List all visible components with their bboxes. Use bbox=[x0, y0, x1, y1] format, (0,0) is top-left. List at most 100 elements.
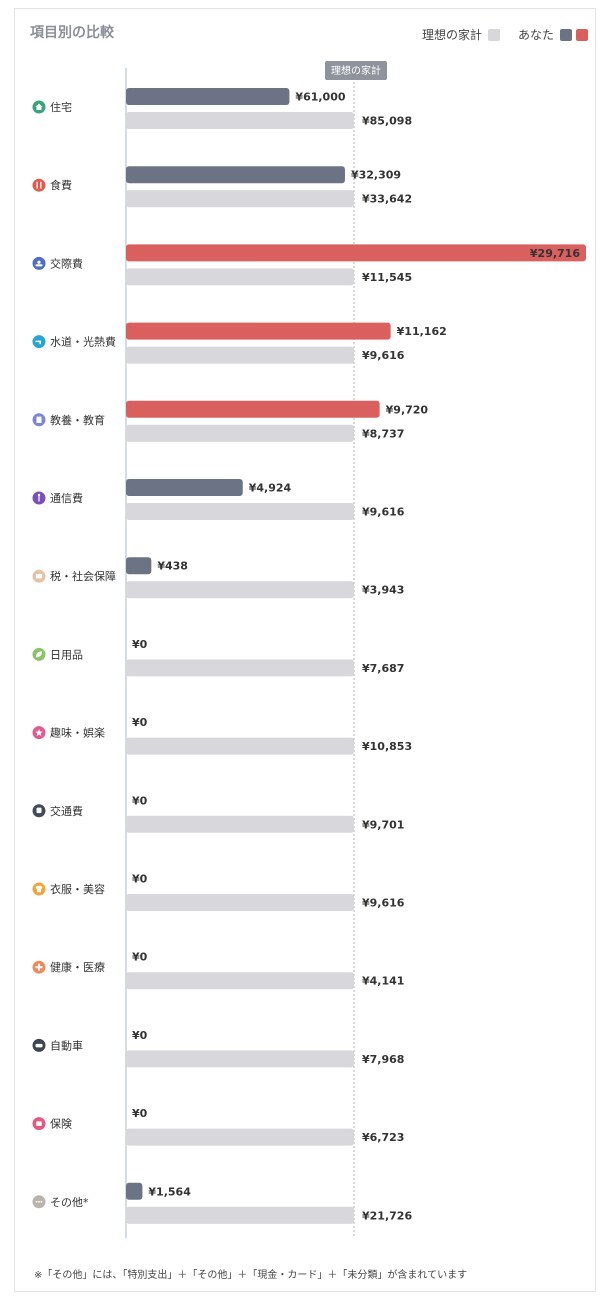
your-value-label: ¥0 bbox=[132, 1029, 148, 1042]
your-value-label: ¥32,309 bbox=[351, 169, 401, 182]
ideal-value-label: ¥4,141 bbox=[362, 975, 404, 988]
your-bar bbox=[126, 557, 152, 575]
ideal-value-label: ¥9,616 bbox=[362, 897, 405, 910]
ideal-value-label: ¥7,968 bbox=[362, 1053, 404, 1066]
footnote: ※「その他」には、「特別支出」＋「その他」＋「現金・カード」＋「未分類」が含まれ… bbox=[34, 1270, 468, 1281]
dots-icon-glyph bbox=[35, 1200, 38, 1203]
shield-icon-glyph bbox=[36, 1121, 42, 1126]
your-value-label: ¥0 bbox=[132, 794, 148, 807]
star-icon-glyph bbox=[35, 729, 43, 736]
category-label: 住宅 bbox=[50, 100, 72, 114]
ideal-bar bbox=[126, 112, 354, 129]
ideal-bar bbox=[126, 424, 354, 442]
ideal-value-label: ¥21,726 bbox=[362, 1209, 412, 1222]
ideal-value-label: ¥11,545 bbox=[362, 271, 412, 284]
your-value-label: ¥0 bbox=[132, 873, 148, 886]
house-icon-glyph bbox=[35, 103, 43, 110]
book-icon-glyph bbox=[36, 416, 42, 423]
category-label: 通信費 bbox=[50, 491, 83, 505]
legend-you-under-swatch bbox=[560, 28, 572, 41]
cross-icon-glyph bbox=[35, 966, 43, 969]
category-label: 水道・光熱費 bbox=[50, 335, 116, 349]
ideal-value-label: ¥10,853 bbox=[362, 740, 412, 753]
ideal-value-label: ¥8,737 bbox=[362, 427, 404, 440]
category-label: 交際費 bbox=[50, 256, 83, 270]
car-icon-glyph bbox=[35, 1043, 43, 1048]
your-value-label: ¥29,716 bbox=[530, 247, 580, 260]
chart-title: 項目別の比較 bbox=[30, 25, 114, 41]
ideal-bar bbox=[126, 503, 354, 520]
your-bar bbox=[126, 88, 290, 105]
antenna-icon-glyph bbox=[37, 493, 41, 497]
category-label: 自動車 bbox=[50, 1038, 83, 1052]
your-value-label: ¥438 bbox=[157, 560, 188, 573]
fork-icon bbox=[32, 178, 46, 192]
category-label: 保険 bbox=[50, 1117, 72, 1131]
ideal-bar bbox=[126, 894, 354, 911]
your-bar bbox=[126, 400, 380, 418]
your-value-label: ¥9,720 bbox=[386, 403, 429, 416]
dots-icon-glyph bbox=[40, 1200, 43, 1203]
reference-tag bbox=[325, 61, 387, 80]
ideal-bar bbox=[126, 659, 354, 677]
your-bar bbox=[126, 1182, 143, 1200]
category-label: 食費 bbox=[50, 178, 72, 192]
your-bar bbox=[126, 244, 586, 262]
your-bar bbox=[126, 166, 345, 184]
ideal-value-label: ¥7,687 bbox=[362, 662, 404, 675]
ideal-bar bbox=[126, 268, 354, 286]
dots-icon-glyph bbox=[38, 1200, 40, 1203]
your-value-label: ¥0 bbox=[132, 716, 148, 729]
category-label: 趣味・娯楽 bbox=[50, 726, 105, 740]
fork-icon-glyph bbox=[40, 181, 42, 189]
category-label: 衣服・美容 bbox=[50, 882, 105, 896]
category-label: 交通費 bbox=[50, 804, 83, 818]
ideal-bar bbox=[126, 972, 354, 990]
ideal-bar bbox=[126, 581, 354, 599]
legend-you-over-swatch bbox=[576, 28, 588, 41]
category-label: 教養・教育 bbox=[50, 413, 105, 427]
reference-tag-label: 理想の家計 bbox=[331, 64, 381, 77]
your-bar bbox=[126, 479, 243, 496]
antenna-icon-glyph bbox=[38, 494, 40, 502]
category-label: 税・社会保障 bbox=[50, 569, 116, 583]
ideal-bar bbox=[126, 737, 354, 755]
people-icon-glyph bbox=[37, 260, 41, 264]
legend-you-label: あなた bbox=[517, 28, 554, 42]
ideal-bar bbox=[126, 1050, 354, 1068]
train-icon-glyph bbox=[36, 807, 42, 814]
people-icon-glyph bbox=[35, 264, 43, 267]
ideal-bar bbox=[126, 1128, 354, 1146]
ideal-value-label: ¥85,098 bbox=[362, 115, 412, 128]
legend: 理想の家計 あなた bbox=[422, 26, 588, 43]
your-value-label: ¥61,000 bbox=[295, 91, 345, 104]
your-bar bbox=[126, 322, 391, 340]
category-label: 健康・医療 bbox=[50, 960, 105, 974]
ideal-value-label: ¥33,642 bbox=[362, 193, 412, 206]
leaf-icon-glyph bbox=[36, 651, 42, 658]
shirt-icon-glyph bbox=[35, 885, 43, 893]
ideal-value-label: ¥3,943 bbox=[362, 584, 404, 597]
ideal-bar bbox=[126, 815, 354, 833]
category-label: 日用品 bbox=[50, 648, 83, 661]
chart-card bbox=[14, 8, 596, 1292]
faucet-icon-glyph bbox=[35, 340, 41, 345]
your-value-label: ¥11,162 bbox=[397, 325, 447, 338]
ideal-value-label: ¥9,701 bbox=[362, 818, 404, 831]
yen-icon-glyph bbox=[36, 574, 42, 579]
ideal-bar bbox=[126, 346, 354, 364]
ideal-value-label: ¥9,616 bbox=[362, 349, 405, 362]
your-value-label: ¥1,564 bbox=[148, 1185, 191, 1198]
your-value-label: ¥0 bbox=[132, 638, 148, 651]
ideal-bar bbox=[126, 190, 354, 208]
ideal-value-label: ¥9,616 bbox=[362, 506, 405, 519]
legend-ideal-label: 理想の家計 bbox=[421, 28, 482, 42]
your-value-label: ¥4,924 bbox=[249, 482, 292, 495]
ideal-bar bbox=[126, 1206, 354, 1224]
ideal-value-label: ¥6,723 bbox=[362, 1131, 404, 1144]
your-value-label: ¥0 bbox=[132, 951, 148, 964]
fork-icon-glyph bbox=[36, 181, 38, 189]
category-label: その他* bbox=[50, 1196, 89, 1209]
your-value-label: ¥0 bbox=[132, 1107, 148, 1120]
